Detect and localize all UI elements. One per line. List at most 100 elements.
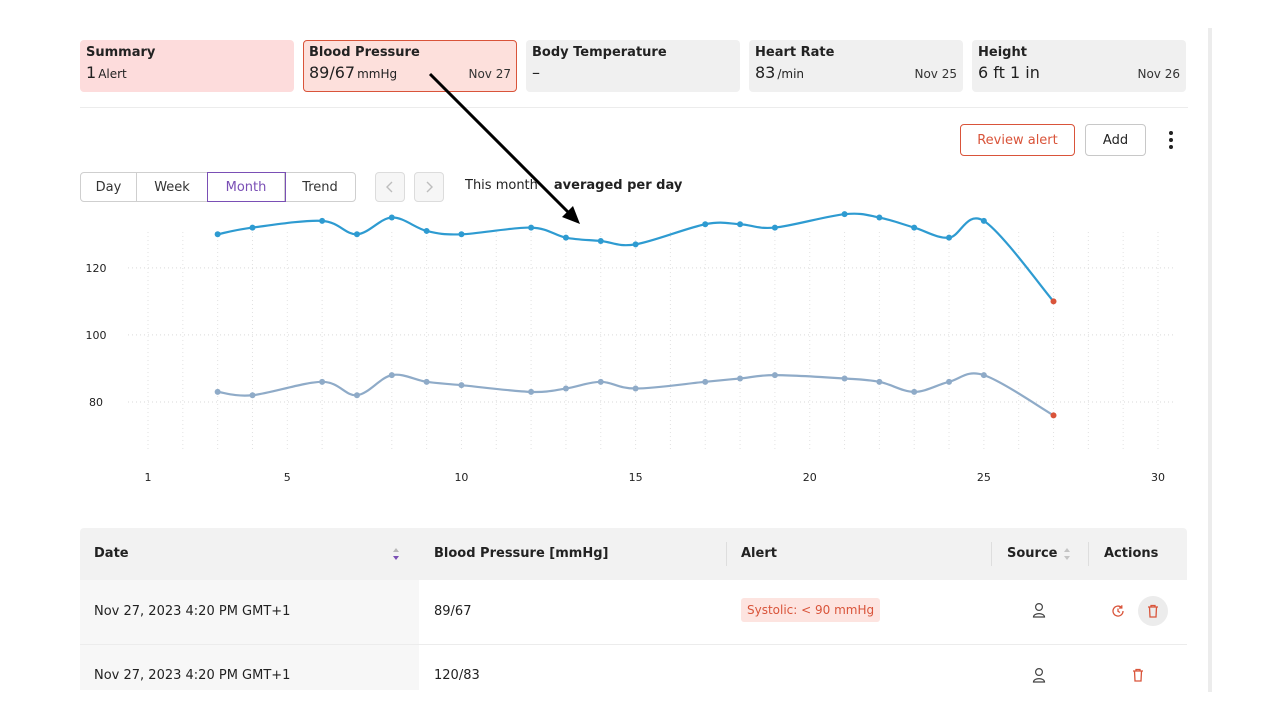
data-point [388,372,395,379]
header-blood-pressure: Blood Pressure [mmHg] [434,546,609,561]
row-divider [80,644,1187,645]
data-point [911,224,918,231]
data-point [737,375,744,382]
data-point [353,231,360,238]
data-point [911,388,918,395]
data-point [528,388,535,395]
data-point [876,378,883,385]
heart-rate-card[interactable]: Heart Rate 83/min Nov 25 [749,40,963,92]
card-row: 83/min Nov 25 [755,64,957,83]
more-options-icon[interactable] [1162,128,1180,152]
data-point [458,231,465,238]
x-tick-label: 25 [977,471,991,484]
y-tick-label: 120 [86,262,107,275]
card-title: Blood Pressure [309,45,420,60]
date-column-background [80,580,419,690]
annotation-arrow [428,72,580,224]
data-point [980,372,987,379]
card-row: 89/67 mmHg Nov 27 [309,64,511,83]
card-date: Nov 27 [468,67,511,81]
column-divider [726,542,727,566]
page-scrollbar[interactable] [1208,28,1212,692]
data-point [841,211,848,218]
data-point [458,382,465,389]
x-tick-label: 30 [1151,471,1165,484]
period-trend[interactable]: Trend [302,179,338,195]
next-period-button[interactable] [414,172,444,202]
period-week[interactable]: Week [137,173,208,201]
sort-icon[interactable] [392,547,400,561]
card-value: – [532,63,540,82]
column-divider [991,542,992,566]
column-divider [1088,542,1089,566]
trash-icon [1133,668,1143,682]
card-title: Summary [86,45,156,60]
data-point [771,224,778,231]
data-point [946,378,953,385]
delete-button[interactable] [1130,667,1146,683]
card-title: Body Temperature [532,45,667,60]
card-row: – [532,64,734,82]
card-date: Nov 26 [1137,67,1180,81]
data-point [597,378,604,385]
chart-points [214,211,1057,419]
history-icon[interactable] [1110,603,1126,619]
data-point [249,392,256,399]
data-point [214,231,221,238]
divider [80,107,1188,108]
alert-badge: Systolic: < 90 mmHg [741,598,881,622]
data-point [597,238,604,244]
blood-pressure-card[interactable]: Blood Pressure 89/67 mmHg Nov 27 [303,40,517,92]
x-tick-label: 10 [454,471,468,484]
source-user-icon [1030,666,1048,684]
period-selector: Day Week Month Trend [80,172,356,202]
data-point [841,375,848,382]
review-alert-button[interactable]: Review alert [960,124,1075,156]
card-row: 1 Alert [86,64,288,83]
delete-button[interactable] [1138,596,1168,626]
period-month[interactable]: Month [207,172,286,202]
chart-lines [217,212,1055,417]
data-point [737,221,744,228]
height-card[interactable]: Height 6 ft 1 in Nov 26 [972,40,1186,92]
data-point [946,234,953,241]
data-point [702,378,709,385]
alert-point [1050,298,1057,305]
add-button[interactable]: Add [1085,124,1146,156]
y-tick-label: 100 [86,329,107,342]
card-title: Heart Rate [755,45,835,60]
y-tick-label: 80 [89,396,103,409]
data-point [528,224,535,231]
sort-icon[interactable] [1063,547,1071,561]
chart-grid [128,232,1176,450]
summary-card[interactable]: Summary 1 Alert [80,40,294,92]
data-point [980,217,987,224]
data-point [249,224,256,231]
data-point [214,388,221,395]
row-date: Nov 27, 2023 4:20 PM GMT+1 [94,604,291,619]
chevron-left-icon [386,181,393,193]
x-tick-label: 15 [629,471,643,484]
x-tick-label: 20 [803,471,817,484]
data-point [632,241,639,248]
header-date[interactable]: Date [94,546,129,561]
card-row: 6 ft 1 in Nov 26 [978,64,1180,82]
data-point [702,221,709,228]
card-title: Height [978,45,1027,60]
header-alert: Alert [741,546,777,561]
body-temperature-card[interactable]: Body Temperature – [526,40,740,92]
header-source[interactable]: Source [1007,546,1058,561]
card-value: 1 Alert [86,63,127,82]
chevron-right-icon [426,181,433,193]
row-blood-pressure: 89/67 [434,604,472,619]
table-header: Date Blood Pressure [mmHg] Alert Source … [80,528,1187,580]
source-user-icon [1030,601,1048,619]
period-day[interactable]: Day [81,173,137,201]
data-point [876,214,883,221]
row-date: Nov 27, 2023 4:20 PM GMT+1 [94,668,291,683]
previous-period-button[interactable] [375,172,405,202]
range-label: This month averaged per day [465,178,683,193]
card-value: 83/min [755,63,805,82]
header-actions: Actions [1104,546,1159,561]
